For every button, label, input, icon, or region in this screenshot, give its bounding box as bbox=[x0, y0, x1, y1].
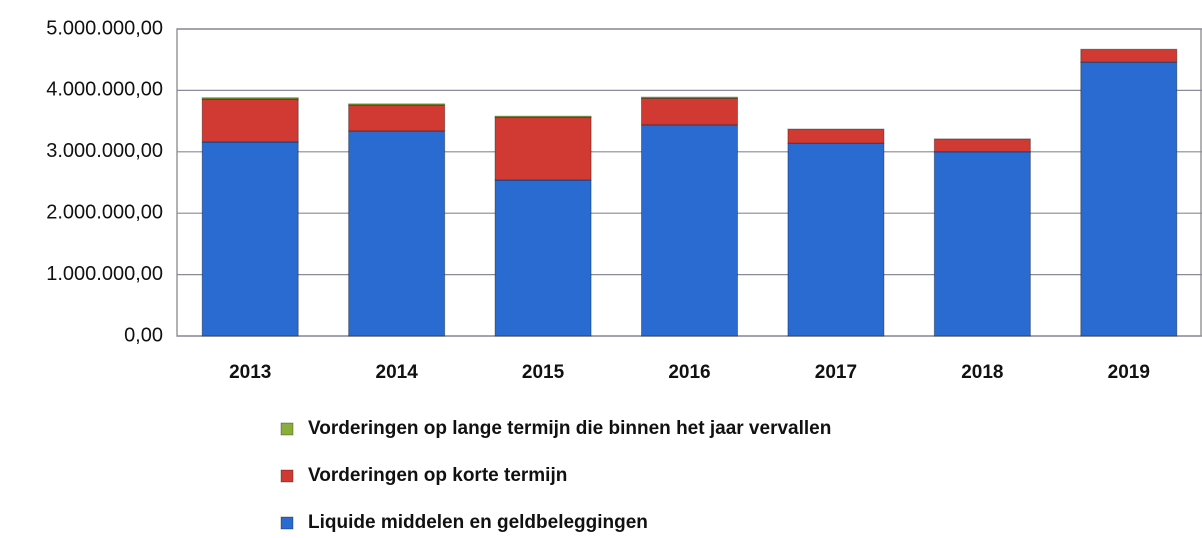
bar-segment bbox=[641, 124, 738, 337]
y-tick-label: 4.000.000,00 bbox=[46, 79, 163, 101]
y-tick-label: 2.000.000,00 bbox=[46, 201, 163, 223]
bar-segment bbox=[494, 115, 592, 118]
y-tick-label: 1.000.000,00 bbox=[46, 263, 163, 285]
bar-segment bbox=[201, 98, 299, 143]
legend-swatch bbox=[280, 469, 294, 483]
y-tick-label: 5.000.000,00 bbox=[46, 17, 163, 39]
bar-segment bbox=[641, 96, 738, 99]
bar-segment bbox=[348, 104, 446, 132]
x-tick-label: 2019 bbox=[1108, 362, 1150, 383]
x-tick-label: 2013 bbox=[229, 362, 271, 383]
x-tick-label: 2016 bbox=[668, 362, 710, 383]
bar-segment bbox=[201, 141, 299, 337]
bar-segment bbox=[494, 179, 592, 337]
bar-segment bbox=[1080, 48, 1178, 63]
bar-segment bbox=[1080, 61, 1178, 337]
bar-segment bbox=[787, 142, 885, 337]
bar-segment bbox=[348, 103, 446, 106]
x-tick-label: 2018 bbox=[961, 362, 1003, 383]
legend-swatch bbox=[280, 516, 294, 530]
bar-segment bbox=[348, 130, 446, 337]
bar-segment bbox=[933, 138, 1031, 153]
legend-swatch bbox=[280, 422, 294, 436]
x-tick-label: 2015 bbox=[522, 362, 565, 383]
legend-label: Vorderingen op korte termijn bbox=[308, 465, 567, 486]
bar-segment bbox=[787, 128, 885, 144]
bar-segment bbox=[201, 97, 299, 100]
x-tick-label: 2017 bbox=[815, 362, 857, 383]
legend-label: Vorderingen op lange termijn die binnen … bbox=[308, 418, 831, 439]
legend-label: Liquide middelen en geldbeleggingen bbox=[308, 512, 648, 533]
bar-segment bbox=[494, 116, 592, 181]
x-tick-label: 2014 bbox=[376, 362, 419, 383]
y-tick-label: 3.000.000,00 bbox=[46, 140, 163, 162]
y-tick-label: 0,00 bbox=[124, 324, 163, 346]
bar-segment bbox=[641, 97, 738, 126]
bar-segment bbox=[933, 151, 1031, 337]
